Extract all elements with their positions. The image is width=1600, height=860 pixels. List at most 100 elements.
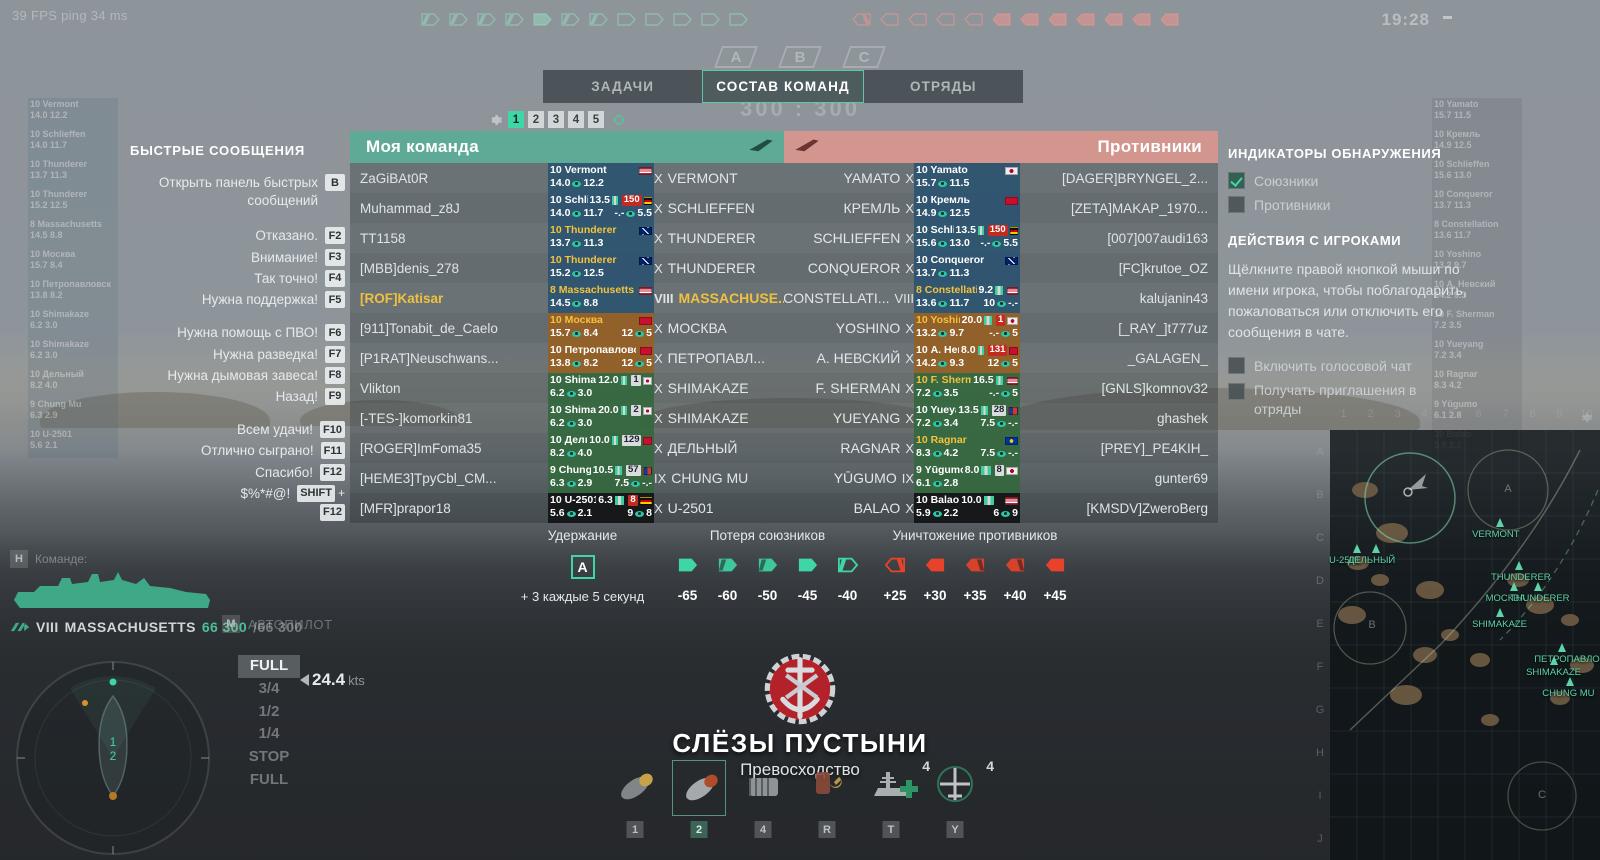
- throttle-step-full[interactable]: FULL: [249, 770, 289, 788]
- player-name[interactable]: [007]007audi163: [1107, 230, 1208, 246]
- player-name[interactable]: Vlikton: [360, 380, 401, 396]
- page-button-1[interactable]: 1: [508, 111, 524, 128]
- checkbox-detect-allies[interactable]: Союзники: [1228, 172, 1478, 189]
- table-row[interactable]: TT1158 10 Thunderer 13.7 11.3 X THUNDERER: [350, 223, 784, 253]
- throttle-step-3-4[interactable]: 3/4: [258, 679, 280, 697]
- throttle-step-1-4[interactable]: 1/4: [258, 725, 280, 743]
- tab-divisions[interactable]: ОТРЯДЫ: [863, 70, 1023, 103]
- checkbox-box[interactable]: [1228, 357, 1245, 374]
- table-row[interactable]: [HEME3]TpyCbl_CM...9 Chung Mu10.5576.32.…: [350, 463, 784, 493]
- autopilot-row[interactable]: M АВТОПИЛОТ: [222, 615, 333, 633]
- player-name[interactable]: [GNLS]komnov32: [1101, 380, 1208, 396]
- player-name[interactable]: [ROGER]ImFoma35: [360, 440, 482, 456]
- player-name[interactable]: [_RAY_]t777uz: [1118, 320, 1208, 336]
- repair-party-icon[interactable]: R: [800, 760, 854, 838]
- card-detect-air: 8.4: [583, 327, 599, 340]
- quick-message-row-f12[interactable]: Спасибо! F12: [120, 463, 345, 482]
- player-name[interactable]: [HEME3]TpyCbl_CM...: [360, 470, 497, 486]
- minimap[interactable]: 1 2 3 4 5 6 7 8 9 10 A B C D E F G H I J B A C: [1316, 408, 1600, 860]
- player-name[interactable]: [-TES-]komorkin81: [360, 410, 473, 426]
- checkbox-box[interactable]: [1228, 383, 1245, 400]
- throttle-step-full[interactable]: FULL: [238, 655, 300, 678]
- checkbox-detect-enemies[interactable]: Противники: [1228, 196, 1478, 213]
- quick-message-row-f5[interactable]: Нужна поддержка! F5: [120, 291, 345, 309]
- table-row[interactable]: [911]Tonabit_de_Caelo 10 Москва 15.7 8.4 12 5…: [350, 313, 784, 343]
- player-name[interactable]: [PREY]_PE4KIH_: [1100, 440, 1208, 456]
- quick-message-row-f6[interactable]: Нужна помощь с ПВО! F6: [120, 324, 345, 342]
- page-button-5[interactable]: 5: [588, 111, 604, 128]
- player-name[interactable]: [MBB]denis_278: [360, 260, 460, 276]
- quick-message-row-f4[interactable]: Так точно! F4: [120, 269, 345, 288]
- throttle-step-stop[interactable]: STOP: [248, 748, 290, 766]
- quick-message-row-f7[interactable]: Нужна разведка! F7: [120, 345, 345, 364]
- quick-message-row-f10[interactable]: Всем удачи! F10: [120, 421, 345, 439]
- page-button-4[interactable]: 4: [568, 111, 584, 128]
- quick-message-row-f2[interactable]: Отказано. F2: [120, 227, 345, 245]
- player-name[interactable]: [MFR]prapor18: [360, 500, 451, 516]
- tab-team-composition[interactable]: СОСТАВ КОМАНД: [702, 70, 864, 103]
- target-icon[interactable]: [612, 113, 626, 127]
- player-name[interactable]: _GALAGEN_: [1127, 350, 1208, 366]
- player-name[interactable]: [911]Tonabit_de_Caelo: [360, 320, 498, 336]
- checkbox-box[interactable]: [1228, 196, 1245, 213]
- torpedo-icon[interactable]: 4: [736, 760, 790, 838]
- page-button-3[interactable]: 3: [548, 111, 564, 128]
- table-row[interactable]: [MFR]prapor18 10 U-2501 6.3 8 5.6 2.1 9 8 X U-250…: [350, 493, 784, 523]
- player-name[interactable]: [ROF]Katisar: [360, 290, 444, 306]
- throttle-selector[interactable]: FULL 3/4 1/2 1/4 STOP FULL: [238, 655, 300, 792]
- table-row[interactable]: YAMATO X 10 Yamato 15.7 11.5 [DAGER]BRYNGEL_2…: [784, 163, 1218, 193]
- throttle-step-1-2[interactable]: 1/2: [258, 702, 280, 720]
- quick-message-row-shift[interactable]: $%*#@! SHIFT + F12: [120, 484, 345, 521]
- quick-open-panel-row[interactable]: Открыть панель быстрых сообщений B: [120, 174, 345, 210]
- table-row[interactable]: [P1RAT]Neuschwans... 10 Петропавловск 13.8…: [350, 343, 784, 373]
- player-name[interactable]: [KMSDV]ZweroBerg: [1086, 500, 1208, 516]
- page-button-2[interactable]: 2: [528, 111, 544, 128]
- table-row[interactable]: [ROF]Katisar 8 Massachusetts 14.5 8.8 VIII MA…: [350, 283, 784, 313]
- scoreboard-tabs[interactable]: ЗАДАЧИ СОСТАВ КОМАНД ОТРЯДЫ: [543, 70, 1023, 103]
- table-row[interactable]: YŪGUMO IX 9 Yūgumo 8.0 8 6.1 2.8 gunter69: [784, 463, 1218, 493]
- quick-message-row-f8[interactable]: Нужна дымовая завеса! F8: [120, 366, 345, 385]
- quick-message-row-f9[interactable]: Назад! F9: [120, 387, 345, 406]
- player-name[interactable]: gunter69: [1154, 470, 1208, 486]
- quick-message-row-f11[interactable]: Отлично сыграно! F11: [120, 442, 345, 460]
- player-name[interactable]: [FC]krutoe_OZ: [1118, 260, 1208, 276]
- checkbox-division-invites[interactable]: Получать приглашения в отряды: [1228, 381, 1478, 419]
- player-name[interactable]: TT1158: [360, 230, 406, 246]
- player-name[interactable]: [DAGER]BRYNGEL_2...: [1061, 170, 1208, 186]
- player-name[interactable]: Muhammad_z8J: [360, 200, 460, 216]
- gear-icon[interactable]: [488, 112, 504, 128]
- player-name[interactable]: [P1RAT]Neuschwans...: [360, 350, 499, 366]
- player-name[interactable]: ghashek: [1156, 410, 1208, 426]
- player-name[interactable]: [ZETA]MAKAP_1970...: [1070, 200, 1208, 216]
- tab-tasks[interactable]: ЗАДАЧИ: [543, 70, 703, 103]
- table-row[interactable]: КРЕМЛЬ X 10 Кремль 14.9 12.5 [ZETA]MAKAP_1970…: [784, 193, 1218, 223]
- checkbox-voice-chat[interactable]: Включить голосовой чат: [1228, 357, 1478, 374]
- table-row[interactable]: CONQUEROR X 10 Conqueror 13.7 11.3 [FC]krutoe…: [784, 253, 1218, 283]
- he-shell-icon[interactable]: 1: [608, 760, 662, 838]
- table-row[interactable]: [MBB]denis_278 10 Thunderer 15.2 12.5 X THUND…: [350, 253, 784, 283]
- table-row[interactable]: ZaGiBAt0R 10 Vermont 14.0 12.2 X VERMONT: [350, 163, 784, 193]
- table-row[interactable]: RAGNAR X 10 Ragnar 8.3 4.2 7.5 -.- [PREY]_PE4KI…: [784, 433, 1218, 463]
- player-name[interactable]: kalujanin43: [1139, 290, 1208, 306]
- gear-icon[interactable]: [1579, 410, 1594, 425]
- ap-shell-icon[interactable]: 2: [672, 760, 726, 838]
- quick-message-row-f3[interactable]: Внимание! F3: [120, 248, 345, 267]
- checkbox-box-checked[interactable]: [1228, 172, 1245, 189]
- legend-enemy-kill-icons: [870, 555, 1080, 580]
- table-row[interactable]: BALAO X 10 Balao 10.0 5.9 2.2 6 9 [KMSDV]ZweroBe…: [784, 493, 1218, 523]
- player-name[interactable]: ZaGiBAt0R: [360, 170, 429, 186]
